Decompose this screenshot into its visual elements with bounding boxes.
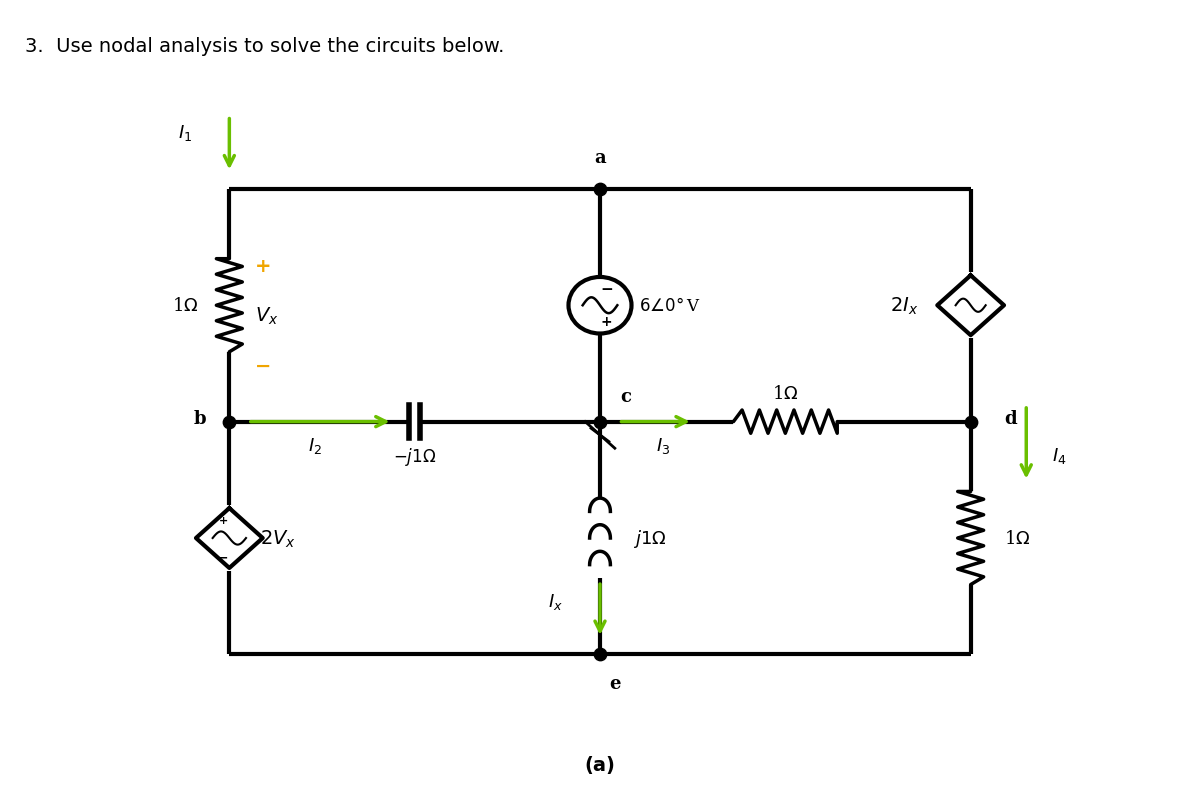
- Text: +: +: [254, 256, 271, 276]
- Text: 3.  Use nodal analysis to solve the circuits below.: 3. Use nodal analysis to solve the circu…: [25, 37, 505, 56]
- Text: +: +: [600, 315, 612, 328]
- Point: [961, 415, 980, 428]
- Text: d: d: [1004, 410, 1016, 427]
- Text: $I_3$: $I_3$: [656, 436, 670, 455]
- Text: −: −: [218, 551, 228, 564]
- Text: $I_2$: $I_2$: [307, 436, 322, 455]
- Text: $6\angle0°\,$V: $6\angle0°\,$V: [638, 297, 701, 315]
- Point: [220, 415, 239, 428]
- Text: b: b: [193, 410, 206, 427]
- Text: $I_1$: $I_1$: [178, 123, 192, 143]
- Text: a: a: [594, 148, 606, 166]
- Text: $I_x$: $I_x$: [548, 591, 563, 611]
- Text: (a): (a): [584, 755, 616, 774]
- Text: $2I_x$: $2I_x$: [890, 295, 919, 316]
- Text: $j1\Omega$: $j1\Omega$: [634, 527, 667, 549]
- Text: 1$\Omega$: 1$\Omega$: [172, 297, 198, 315]
- Text: +: +: [218, 516, 228, 526]
- Text: $-j1\Omega$: $-j1\Omega$: [394, 445, 437, 467]
- Point: [590, 648, 610, 661]
- Text: −: −: [600, 281, 613, 296]
- Text: $V_x$: $V_x$: [254, 305, 278, 327]
- Text: e: e: [610, 675, 620, 693]
- Text: 1$\Omega$: 1$\Omega$: [1004, 530, 1031, 547]
- Text: $2V_x$: $2V_x$: [259, 528, 295, 549]
- Text: 1$\Omega$: 1$\Omega$: [772, 384, 798, 402]
- Text: c: c: [620, 388, 631, 406]
- Text: −: −: [254, 356, 271, 375]
- Text: $I_4$: $I_4$: [1052, 445, 1067, 466]
- Point: [590, 415, 610, 428]
- Point: [590, 183, 610, 196]
